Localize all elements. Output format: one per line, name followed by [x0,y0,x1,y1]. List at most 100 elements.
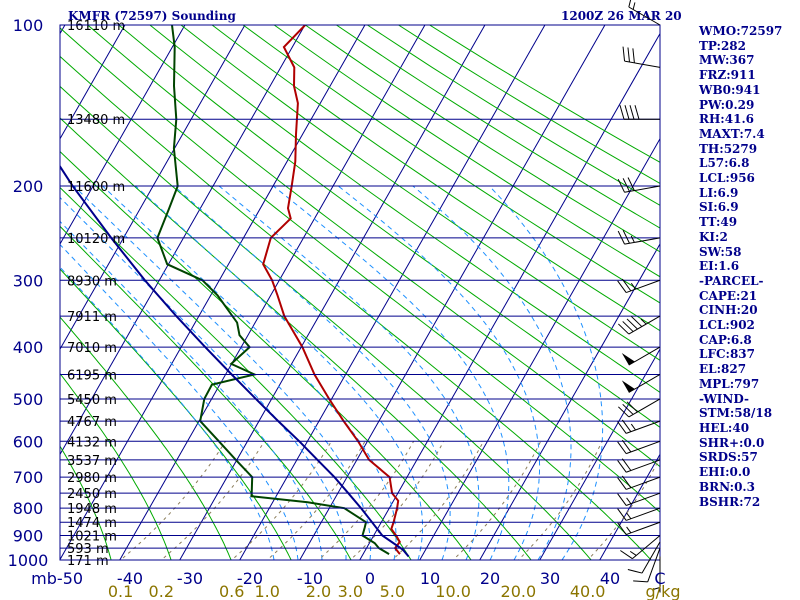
wind-barb-flag [622,403,634,415]
moist-adiabat [489,185,604,560]
wind-barb-pennant [621,380,635,393]
height-label: 4767 m [67,415,117,430]
wind-barb-flag [617,508,627,521]
sounding-index: TT:49 [699,215,738,230]
wind-barb-flag [620,550,633,560]
sounding-index: CAP:6.8 [699,332,752,347]
wind-barb-staff [626,420,661,434]
chart-timestamp: 1200Z 26 MAR 20 [561,9,682,23]
wind-barb-flag [622,321,634,332]
wind-barb-staff [624,237,661,245]
sounding-index: CAPE:21 [699,288,758,303]
wind-barb-staff [624,185,661,193]
wind-barb-half [626,512,632,520]
wind-barb-flag [629,105,635,120]
mixing-ratio-label: 10.0 [435,582,471,600]
dry-adiabat [60,27,660,513]
pressure-tick-label: 1000 [8,551,49,570]
mixing-ratio-line [349,441,445,560]
wind-barb-flag [632,48,635,63]
wind-barb-flag [617,441,627,454]
mixing-ratio-label: 0.2 [149,582,174,600]
sounding-index: KI:2 [699,229,728,244]
isotherm-line [179,25,486,560]
pressure-tick-label: 700 [13,468,44,487]
height-label: 16110 m [67,19,125,34]
mixing-ratio-line [517,441,603,560]
mixing-ratio-label: 1.0 [254,582,279,600]
temperature-tick-label: 30 [540,569,560,588]
wind-barb-flag [617,421,627,434]
wind-barb-flag [621,439,632,453]
plot-frame [59,24,661,561]
dry-adiabat [0,25,53,571]
isotherm-line [239,25,546,560]
dry-adiabat [60,445,112,560]
wind-barb-flag [627,569,643,574]
height-label: 1474 m [67,516,117,531]
isotherm-line [599,453,660,560]
dry-adiabat [180,25,660,361]
isotherm-line [539,348,660,560]
sounding-index: STM:58/18 [699,406,773,421]
mixing-ratio-label: 40.0 [570,582,606,600]
wind-barb-flag [618,406,630,418]
wind-barb-half [626,497,632,505]
pressure-unit-label: mb [31,569,57,588]
wind-barb-flag [617,493,627,506]
mixing-ratio-label: 0.6 [219,582,244,600]
wind-barb-staff [647,547,661,583]
wind-barb-flag [617,522,627,535]
pressure-tick-label: 800 [13,499,44,518]
mixing-ratio-label: 2.0 [306,582,331,600]
temperature-tick-label: -30 [177,569,203,588]
sounding-index: MAXT:7.4 [699,126,765,141]
sounding-index: BRN:0.3 [699,479,755,494]
wind-barb-flag [631,316,643,327]
isotherm-line [60,25,306,456]
wind-barb-half [630,282,636,290]
dry-adiabat [211,25,660,332]
sounding-index: LCL:902 [699,318,755,333]
wind-barb-half [652,587,661,590]
height-label: 2980 m [67,471,117,486]
wind-barb-staff [626,476,661,490]
wind-barb-half [630,423,636,431]
wind-barb-staff [632,535,661,560]
wind-barb-staff [628,398,661,418]
sounding-index: EI:1.6 [699,259,740,274]
height-label: 11600 m [67,180,125,195]
dewpoint-profile [156,25,390,555]
pressure-tick-label: 300 [13,271,44,290]
wind-barb-flag [618,323,630,335]
sounding-index: LI:6.9 [699,185,739,200]
mixing-ratio-label: 20.0 [501,582,537,600]
temperature-tick-label: -50 [57,569,83,588]
wind-barb-staff [626,521,661,536]
wind-barb-flag [617,178,625,193]
sounding-index: SI:6.9 [699,200,739,215]
height-label: 5450 m [67,393,117,408]
moist-adiabat [412,185,572,560]
sounding-index: TH:5279 [699,141,758,156]
wind-barb-flag [626,401,638,413]
wind-barb-flag [628,0,632,8]
isotherm-line [479,242,660,560]
temperature-tick-label: 40 [600,569,620,588]
sounding-index: FRZ:911 [699,68,756,83]
sounding-index: PW:0.29 [699,97,755,112]
dry-adiabat [305,25,660,253]
pressure-tick-label: 200 [13,177,44,196]
wind-barb-staff [626,459,661,473]
wind-barb-flag [617,477,627,490]
sounding-index: EL:827 [699,362,747,377]
wind-barb-flag [617,460,627,473]
sounding-index: TP:282 [699,38,747,53]
temperature-tick-label: 10 [420,569,440,588]
sounding-index: WMO:72597 [699,24,783,38]
wind-barb-flag [617,280,627,293]
wind-barb-flag [626,318,638,330]
pressure-tick-label: 500 [13,390,44,409]
sounding-index: -PARCEL- [699,273,764,288]
